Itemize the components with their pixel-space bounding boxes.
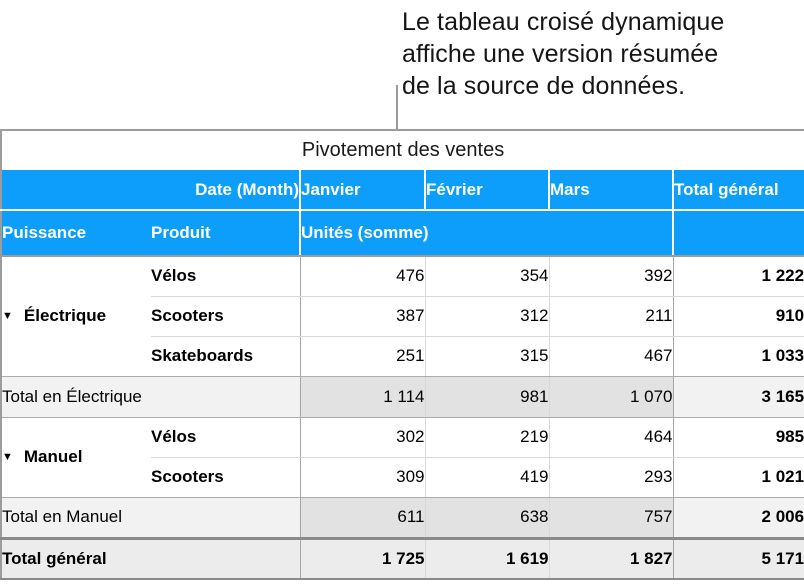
group-label: Manuel [23,447,83,466]
row-total-cell[interactable]: 985 [673,417,804,458]
value-cell[interactable]: 211 [549,296,674,337]
grand-total-label[interactable]: Total général [1,536,301,580]
table-row: ▼ Électrique Vélos 476 354 392 1 222 [1,256,804,377]
disclosure-triangle-icon[interactable]: ▼ [2,450,13,463]
subtotal-row-electrique: Total en Électrique 1 114 981 1 070 3 16… [1,375,804,418]
product-cell[interactable]: Scooters [151,457,301,498]
value-cell[interactable]: 302 [300,417,426,458]
column-header-total-general[interactable]: Total général [673,170,804,211]
grand-total-value-cell[interactable]: 1 827 [549,536,674,580]
row-total-cell[interactable]: 1 033 [673,336,804,377]
subtotal-value-cell[interactable]: 1 070 [549,375,674,418]
subtotal-value-cell[interactable]: 757 [549,496,674,539]
subtotal-total-cell[interactable]: 3 165 [673,375,804,418]
column-header-mars[interactable]: Mars [549,170,674,211]
value-cell[interactable]: 293 [549,457,674,498]
group-label: Électrique [23,306,107,326]
value-cell[interactable]: 419 [425,457,550,498]
table-row: Scooters 387 312 211 910 [1,296,804,337]
product-cell[interactable]: Skateboards [151,336,301,377]
subtotal-row-manuel: Total en Manuel 611 638 757 2 006 [1,496,804,539]
column-header-row: Date (Month) Janvier Février Mars Total … [1,170,804,211]
field-header-row: Puissance Produit Unités (somme) [1,210,804,257]
column-header-janvier[interactable]: Janvier [300,170,426,211]
header-empty-cell[interactable] [673,210,804,257]
grand-total-row: Total général 1 725 1 619 1 827 5 171 [1,536,804,580]
value-cell[interactable]: 387 [300,296,426,337]
column-header-fevrier[interactable]: Février [425,170,550,211]
subtotal-label[interactable]: Total en Électrique [1,375,301,418]
value-cell[interactable]: 476 [300,256,426,297]
grand-total-value-cell[interactable]: 1 619 [425,536,550,580]
pivot-table: Pivotement des ventes Date (Month) Janvi… [0,129,804,580]
group-cell-manuel[interactable]: ▼ Manuel [1,417,151,498]
value-cell[interactable]: 354 [425,256,550,297]
value-cell[interactable]: 309 [300,457,426,498]
subtotal-value-cell[interactable]: 981 [425,375,550,418]
table-title-row: Pivotement des ventes [1,130,804,170]
value-cell[interactable]: 315 [425,336,550,377]
row-total-cell[interactable]: 910 [673,296,804,337]
header-produit[interactable]: Produit [151,210,301,257]
value-cell[interactable]: 464 [549,417,674,458]
subtotal-label[interactable]: Total en Manuel [1,496,301,539]
grand-total-value-cell[interactable]: 1 725 [300,536,426,580]
group-cell-electrique[interactable]: ▼ Électrique [1,256,151,377]
value-cell[interactable]: 219 [425,417,550,458]
callout-connector-line [396,85,398,131]
header-unites-somme[interactable]: Unités (somme) [300,210,674,257]
value-cell[interactable]: 312 [425,296,550,337]
table-title[interactable]: Pivotement des ventes [1,130,804,170]
product-cell[interactable]: Scooters [151,296,301,337]
row-total-cell[interactable]: 1 021 [673,457,804,498]
value-cell[interactable]: 251 [300,336,426,377]
callout-line-1: Le tableau croisé dynamique [402,8,725,36]
subtotal-value-cell[interactable]: 1 114 [300,375,426,418]
row-total-cell[interactable]: 1 222 [673,256,804,297]
header-puissance[interactable]: Puissance [1,210,151,257]
product-cell[interactable]: Vélos [151,256,301,297]
value-cell[interactable]: 392 [549,256,674,297]
subtotal-value-cell[interactable]: 638 [425,496,550,539]
callout-line-3: de la source de données. [402,72,686,100]
subtotal-value-cell[interactable]: 611 [300,496,426,539]
table-row: Skateboards 251 315 467 1 033 [1,336,804,377]
disclosure-triangle-icon[interactable]: ▼ [2,309,13,322]
table-row: ▼ Manuel Vélos 302 219 464 985 [1,417,804,498]
grand-total-cell[interactable]: 5 171 [673,536,804,580]
product-cell[interactable]: Vélos [151,417,301,458]
callout-line-2: affiche une version résumée [402,40,719,68]
header-date-month[interactable]: Date (Month) [1,170,301,211]
value-cell[interactable]: 467 [549,336,674,377]
callout-text: Le tableau croisé dynamique affiche une … [402,6,802,102]
subtotal-total-cell[interactable]: 2 006 [673,496,804,539]
